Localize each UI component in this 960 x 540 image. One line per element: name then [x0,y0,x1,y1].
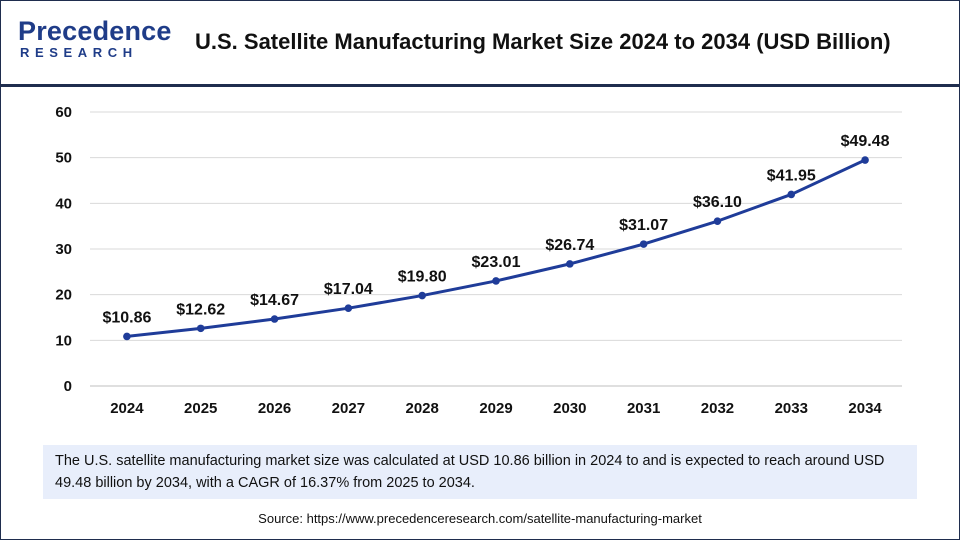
data-label: $17.04 [324,281,373,298]
data-point [713,217,722,225]
data-label: $49.48 [841,133,890,150]
data-point [344,304,353,312]
series-line [126,158,866,338]
header-divider [0,84,960,87]
data-point [492,277,500,285]
y-tick-label: 50 [55,150,72,167]
source-citation: Source: https://www.precedenceresearch.c… [258,511,702,526]
data-point [639,240,648,248]
data-label: $41.95 [767,167,816,184]
data-label: $12.62 [176,301,225,318]
data-point [787,190,796,199]
brand-logo: Precedence RESEARCH [18,16,171,66]
brand-subtitle: RESEARCH [20,45,138,60]
data-point [861,156,869,164]
data-point [418,291,426,300]
x-tick-label: 2025 [184,400,217,417]
data-point [270,315,279,323]
data-label: $23.01 [472,254,521,271]
x-tick-label: 2029 [479,400,512,417]
data-label: $36.10 [693,194,742,211]
y-tick-label: 60 [55,104,72,121]
x-tick-label: 2034 [848,400,882,417]
x-tick-label: 2031 [627,400,660,417]
brand-name: Precedence [18,16,172,46]
header: Precedence RESEARCH U.S. Satellite Manuf… [0,0,960,86]
data-label: $19.80 [398,269,447,286]
data-label: $10.86 [102,309,151,326]
data-label: $14.67 [250,292,299,309]
x-tick-label: 2024 [110,400,144,417]
x-tick-label: 2032 [701,400,734,417]
data-point [566,260,574,268]
x-tick-label: 2026 [258,400,291,417]
chart-title: U.S. Satellite Manufacturing Market Size… [195,29,891,54]
x-tick-label: 2028 [405,400,438,417]
summary-note: The U.S. satellite manufacturing market … [43,445,917,499]
x-tick-label: 2030 [553,400,586,417]
data-label: $31.07 [619,217,668,234]
data-point [196,324,205,333]
data-label: $26.74 [545,237,594,254]
y-tick-label: 10 [55,332,72,349]
y-tick-label: 30 [55,241,72,258]
x-tick-label: 2027 [332,400,365,417]
y-tick-label: 20 [55,287,72,304]
y-tick-label: 0 [64,378,72,395]
x-tick-label: 2033 [775,400,808,417]
data-point [123,332,131,341]
y-tick-label: 40 [55,195,72,212]
